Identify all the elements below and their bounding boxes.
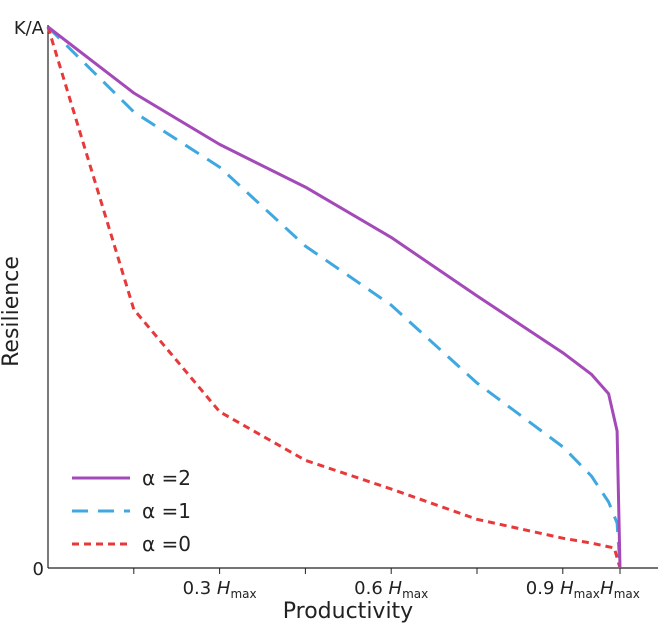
legend-label-2: α =0 [142,532,191,556]
series-layer [46,25,622,569]
x-tick-label: 0.3 Hmax [183,578,257,601]
x-tick-label: 0.6 Hmax [354,578,428,601]
series-line-0 [47,25,622,569]
y-tick-label: K/A [14,18,45,39]
series-line-2 [46,26,622,569]
y-tick-label: 0 [33,559,44,580]
y-axis-title: Resilience [0,256,24,367]
tick-labels: 0.3 Hmax 0.6 Hmax 0.9 Hmax Hmax 0 K/A [14,18,640,601]
series-line-1 [46,25,622,569]
legend: α =2 α =1 α =0 [72,466,191,556]
axes [47,25,658,574]
x-tick-label: 0.9 Hmax [526,578,600,601]
legend-label-0: α =2 [142,466,191,490]
x-tick-label: Hmax [600,578,640,601]
x-axis-title: Productivity [283,599,413,624]
legend-label-1: α =1 [142,499,191,523]
